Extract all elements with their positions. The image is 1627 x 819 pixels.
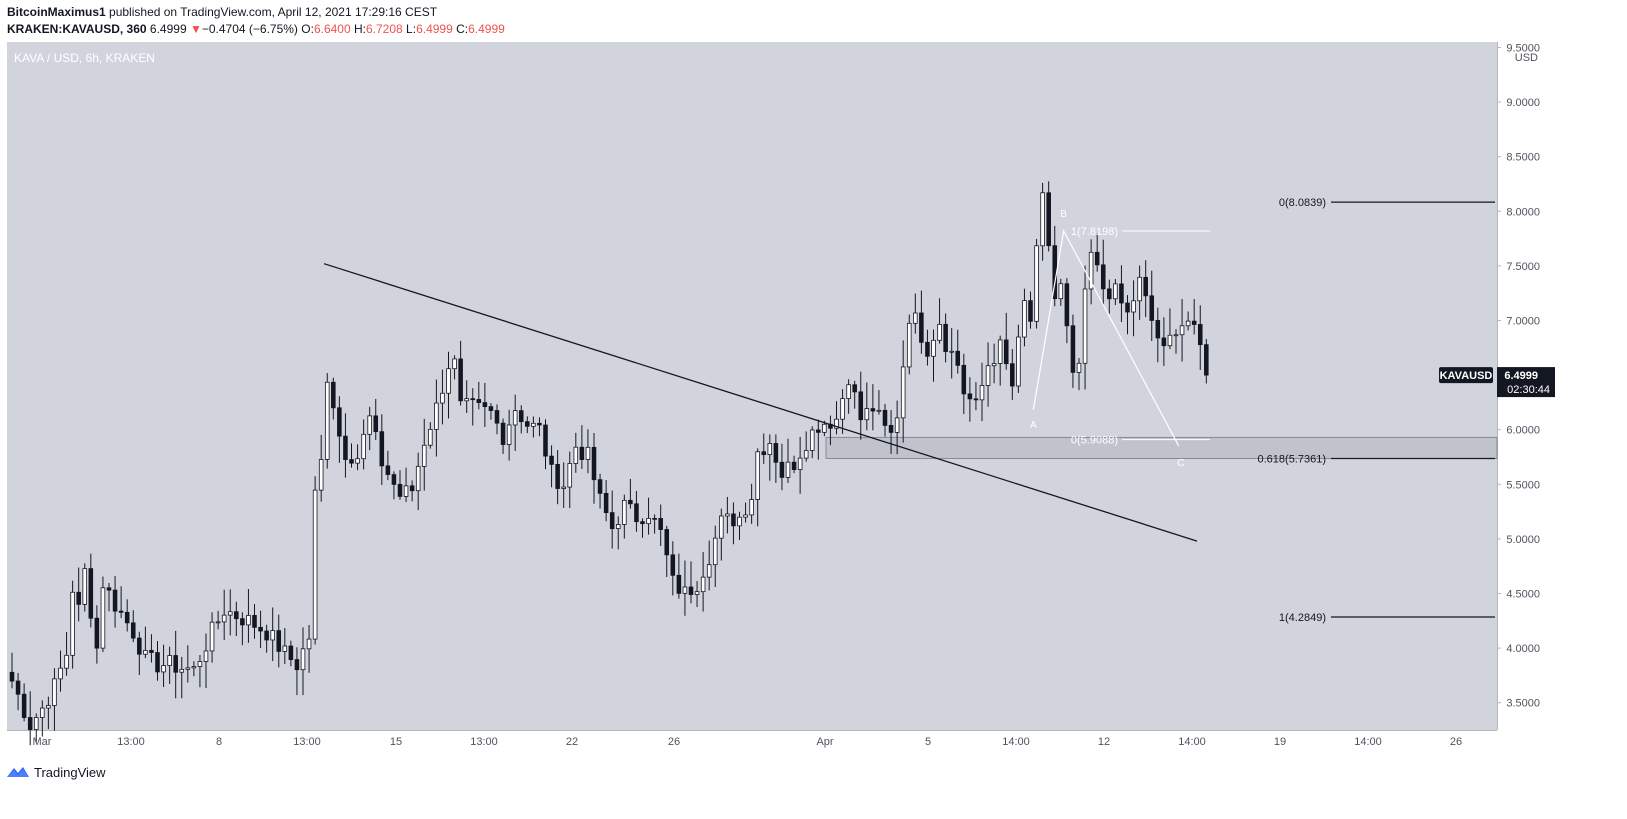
open-label: O: (301, 22, 314, 36)
low-value: 6.4999 (416, 22, 453, 36)
symbol-label[interactable]: KRAKEN:KAVAUSD, 360 (7, 22, 147, 36)
down-arrow-icon: ▼ (189, 22, 202, 36)
publish-info: BitcoinMaximus1 published on TradingView… (7, 5, 437, 19)
close-label: C: (456, 22, 469, 36)
chart-plot-area[interactable] (7, 42, 1497, 730)
high-value: 6.7208 (366, 22, 403, 36)
open-value: 6.6400 (313, 22, 351, 36)
low-label: L: (406, 22, 417, 36)
time-axis[interactable] (7, 730, 1497, 753)
close-value: 6.4999 (468, 22, 505, 36)
change-value: −0.4704 (−6.75%) (201, 22, 298, 36)
last-value: 6.4999 (149, 22, 187, 36)
tradingview-footer[interactable]: TradingView (6, 762, 106, 782)
author-name[interactable]: BitcoinMaximus1 (7, 5, 106, 19)
tradingview-brand: TradingView (34, 764, 106, 780)
publish-text: published on TradingView.com, April 12, … (105, 5, 438, 19)
axis-corner (1497, 730, 1565, 752)
ohlc-header: KRAKEN:KAVAUSD, 360 6.4999 ▼−0.4704 (−6.… (7, 22, 505, 36)
price-axis[interactable] (1497, 42, 1566, 730)
tradingview-logo-icon (7, 767, 29, 777)
high-label: H: (354, 22, 366, 36)
